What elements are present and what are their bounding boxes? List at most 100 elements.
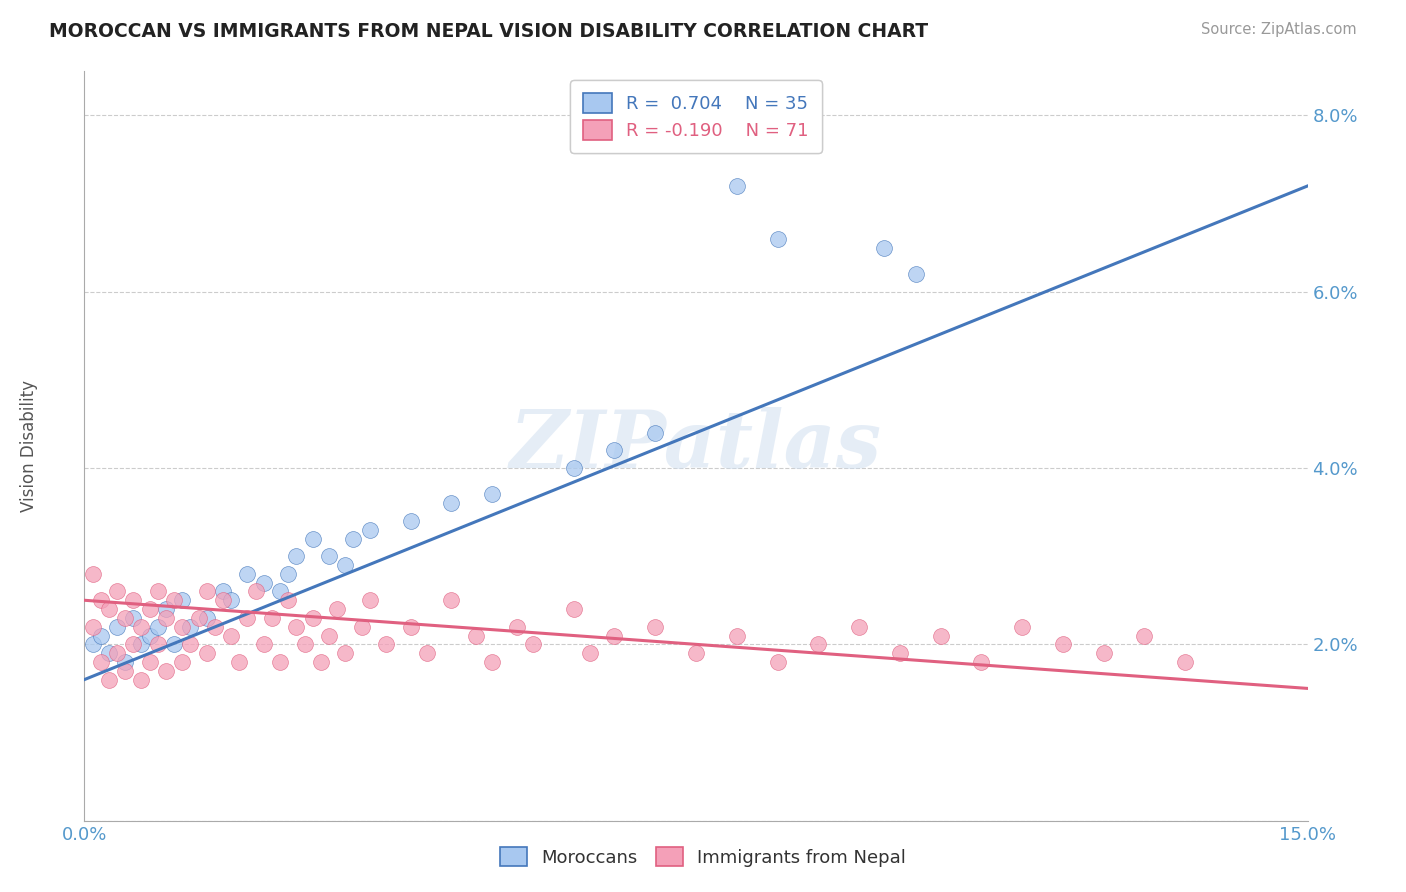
Point bbox=[260, 611, 283, 625]
Point bbox=[505, 620, 527, 634]
Point bbox=[146, 637, 169, 651]
Point bbox=[155, 602, 177, 616]
Point bbox=[236, 566, 259, 581]
Point bbox=[163, 637, 186, 651]
Point bbox=[1092, 646, 1115, 660]
Point bbox=[204, 620, 226, 634]
Point bbox=[359, 523, 381, 537]
Point bbox=[399, 620, 422, 634]
Point bbox=[114, 664, 136, 678]
Point bbox=[105, 620, 128, 634]
Point bbox=[725, 178, 748, 193]
Point bbox=[219, 593, 242, 607]
Point bbox=[269, 655, 291, 669]
Point bbox=[253, 637, 276, 651]
Point bbox=[269, 584, 291, 599]
Point bbox=[195, 584, 218, 599]
Point bbox=[228, 655, 250, 669]
Point bbox=[807, 637, 830, 651]
Point bbox=[326, 602, 349, 616]
Point bbox=[122, 611, 145, 625]
Point bbox=[146, 584, 169, 599]
Point bbox=[163, 593, 186, 607]
Point bbox=[603, 628, 626, 642]
Point bbox=[131, 673, 153, 687]
Legend: Moroccans, Immigrants from Nepal: Moroccans, Immigrants from Nepal bbox=[492, 840, 914, 874]
Point bbox=[1011, 620, 1033, 634]
Point bbox=[766, 232, 789, 246]
Point bbox=[1133, 628, 1156, 642]
Text: ZIPatlas: ZIPatlas bbox=[510, 408, 882, 484]
Point bbox=[335, 558, 357, 572]
Point bbox=[929, 628, 952, 642]
Point bbox=[219, 628, 242, 642]
Point bbox=[440, 593, 463, 607]
Point bbox=[122, 637, 145, 651]
Point bbox=[131, 637, 153, 651]
Point bbox=[1052, 637, 1074, 651]
Point bbox=[335, 646, 357, 660]
Point bbox=[105, 584, 128, 599]
Point bbox=[603, 443, 626, 458]
Point bbox=[82, 620, 104, 634]
Point bbox=[1174, 655, 1197, 669]
Legend: R =  0.704    N = 35, R = -0.190    N = 71: R = 0.704 N = 35, R = -0.190 N = 71 bbox=[571, 80, 821, 153]
Point bbox=[97, 602, 120, 616]
Point bbox=[440, 496, 463, 510]
Text: MOROCCAN VS IMMIGRANTS FROM NEPAL VISION DISABILITY CORRELATION CHART: MOROCCAN VS IMMIGRANTS FROM NEPAL VISION… bbox=[49, 22, 928, 41]
Point bbox=[253, 575, 276, 590]
Text: Vision Disability: Vision Disability bbox=[20, 380, 38, 512]
Point bbox=[90, 593, 112, 607]
Point bbox=[277, 593, 299, 607]
Point bbox=[342, 532, 364, 546]
Point bbox=[848, 620, 870, 634]
Point bbox=[644, 620, 666, 634]
Point bbox=[179, 620, 201, 634]
Point bbox=[131, 620, 153, 634]
Point bbox=[725, 628, 748, 642]
Point bbox=[766, 655, 789, 669]
Point bbox=[82, 637, 104, 651]
Point bbox=[155, 664, 177, 678]
Point bbox=[350, 620, 373, 634]
Point bbox=[285, 620, 308, 634]
Point bbox=[685, 646, 707, 660]
Point bbox=[562, 602, 585, 616]
Point bbox=[889, 646, 911, 660]
Point bbox=[285, 549, 308, 564]
Point bbox=[122, 593, 145, 607]
Point bbox=[138, 655, 160, 669]
Point bbox=[464, 628, 486, 642]
Point bbox=[114, 611, 136, 625]
Point bbox=[90, 655, 112, 669]
Point bbox=[301, 611, 323, 625]
Point bbox=[187, 611, 209, 625]
Point bbox=[212, 584, 235, 599]
Point bbox=[105, 646, 128, 660]
Point bbox=[138, 628, 160, 642]
Point bbox=[481, 655, 503, 669]
Point bbox=[359, 593, 381, 607]
Point bbox=[562, 461, 585, 475]
Point bbox=[277, 566, 299, 581]
Point bbox=[318, 628, 340, 642]
Point bbox=[172, 593, 194, 607]
Point bbox=[179, 637, 201, 651]
Point bbox=[301, 532, 323, 546]
Point bbox=[90, 628, 112, 642]
Point bbox=[155, 611, 177, 625]
Point bbox=[236, 611, 259, 625]
Point bbox=[375, 637, 398, 651]
Point bbox=[195, 611, 218, 625]
Point bbox=[138, 602, 160, 616]
Point bbox=[97, 673, 120, 687]
Point bbox=[309, 655, 332, 669]
Text: Source: ZipAtlas.com: Source: ZipAtlas.com bbox=[1201, 22, 1357, 37]
Point bbox=[905, 267, 928, 281]
Point bbox=[114, 655, 136, 669]
Point bbox=[82, 566, 104, 581]
Point bbox=[416, 646, 439, 660]
Point bbox=[172, 655, 194, 669]
Point bbox=[195, 646, 218, 660]
Point bbox=[481, 487, 503, 501]
